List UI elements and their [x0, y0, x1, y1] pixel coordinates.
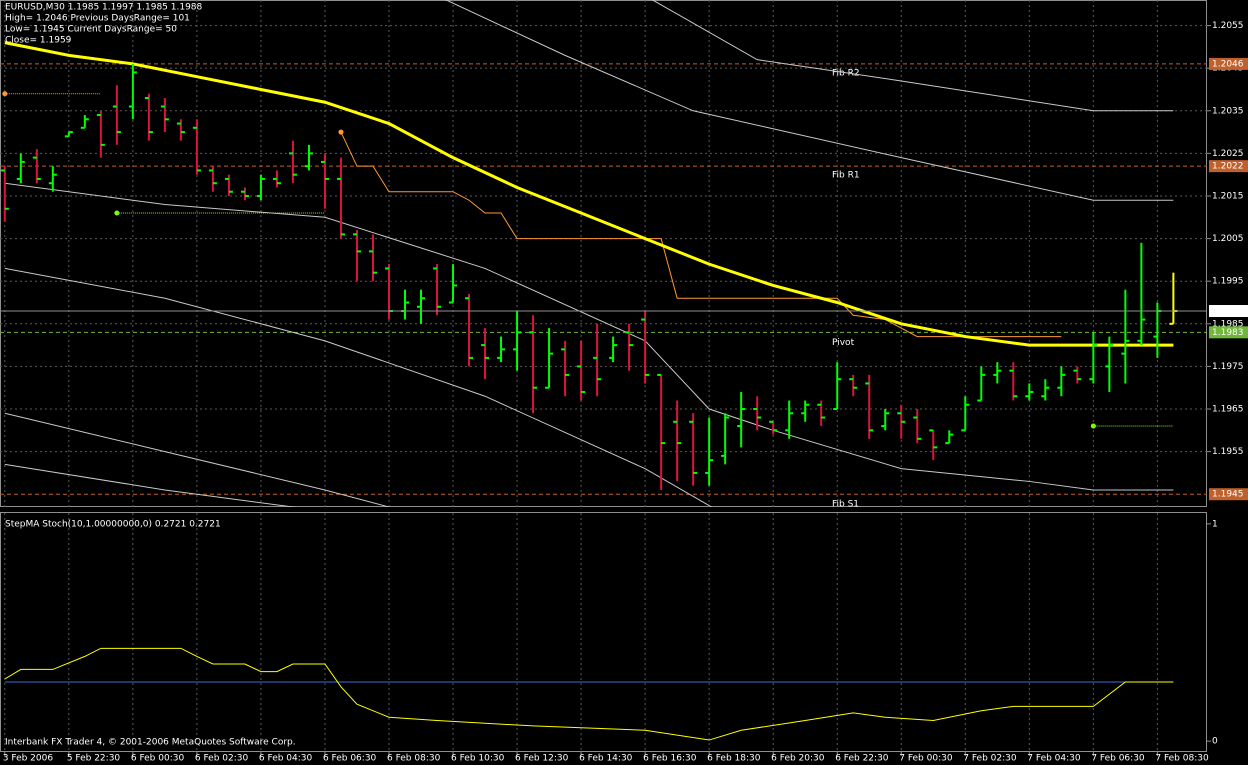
x-tick-label: 6 Feb 18:30 — [707, 754, 761, 764]
x-tick-label: 7 Feb 06:30 — [1091, 754, 1145, 764]
x-tick-label: 5 Feb 22:30 — [67, 754, 121, 764]
level-tag — [1209, 160, 1248, 173]
x-tick-label: 3 Feb 2006 — [3, 754, 54, 764]
price-tag-label: 1.1988 — [1212, 307, 1244, 317]
indicator-line — [4, 412, 391, 507]
x-tick-label: 7 Feb 04:30 — [1027, 754, 1081, 764]
header-line: Low= 1.1945 Current DaysRange= 50 — [5, 25, 177, 35]
level-tag — [1209, 488, 1248, 501]
y-tick-label: 1.1985 — [1212, 319, 1244, 329]
sub-title: StepMA Stoch(10,1.00000000,0) 0.2721 0.2… — [5, 520, 221, 530]
level-tag-label: 1.1983 — [1212, 328, 1244, 338]
step-start — [338, 129, 344, 135]
x-tick-label: 6 Feb 00:30 — [131, 754, 185, 764]
y-tick-label: 1.2055 — [1212, 21, 1244, 31]
main-plot: Fib R2 Fib R1 Pivot Fib S1 — [0, 0, 1207, 510]
x-tick-label: 6 Feb 22:30 — [835, 754, 889, 764]
stoch-line — [4, 647, 1174, 741]
price-tag — [1209, 305, 1248, 318]
x-tick-label: 7 Feb 08:30 — [1155, 754, 1209, 764]
level-label: Fib R1 — [832, 171, 860, 181]
y-tick-label: 0 — [1212, 737, 1218, 747]
segment-start — [114, 210, 120, 216]
x-tick-label: 6 Feb 10:30 — [451, 754, 505, 764]
x-tick-label: 6 Feb 16:30 — [643, 754, 697, 764]
segment-start — [2, 91, 8, 97]
y-tick-label: 1.2025 — [1212, 149, 1244, 159]
footer: Interbank FX Trader 4, © 2001-2006 MetaQ… — [5, 738, 296, 748]
header-line: Close= 1.1959 — [5, 36, 72, 46]
indicator-line — [4, 41, 1174, 347]
y-tick-label: 1.2015 — [1212, 191, 1244, 201]
x-tick-label: 6 Feb 04:30 — [259, 754, 313, 764]
level-label: Fib S1 — [832, 500, 859, 510]
header-line: EURUSD,M30 1.1985 1.1997 1.1985 1.1988 — [5, 3, 203, 13]
x-tick-label: 7 Feb 02:30 — [963, 754, 1017, 764]
y-tick-label: 1.2035 — [1212, 106, 1244, 116]
x-tick-label: 7 Feb 00:30 — [899, 754, 953, 764]
level-label: Pivot — [832, 338, 855, 348]
header-line: High= 1.2046 Previous DaysRange= 101 — [5, 14, 190, 24]
sub-frame — [0, 512, 1207, 752]
level-tag-label: 1.2022 — [1212, 162, 1244, 172]
y-tick-label: 1 — [1212, 519, 1218, 529]
indicator-line — [651, 0, 1174, 112]
y-tick-label: 1.1955 — [1212, 447, 1244, 457]
y-tick-label: 1.1975 — [1212, 362, 1244, 372]
level-tag-label: 1.1945 — [1212, 490, 1244, 500]
y-tick-label: 1.1995 — [1212, 277, 1244, 287]
y-tick-label: 1.1965 — [1212, 405, 1244, 415]
x-tick-label: 6 Feb 06:30 — [323, 754, 377, 764]
segment-start — [1090, 423, 1096, 429]
indicator-line — [444, 0, 1174, 201]
x-tick-label: 6 Feb 02:30 — [195, 754, 249, 764]
sub-plot — [4, 513, 1174, 752]
level-tag — [1209, 57, 1248, 70]
x-tick-label: 6 Feb 20:30 — [771, 754, 825, 764]
main-frame — [0, 0, 1207, 507]
indicator-line — [340, 131, 1062, 338]
level-label: Fib R2 — [832, 68, 860, 78]
y-tick-label: 1.2005 — [1212, 234, 1244, 244]
level-tag-label: 1.2046 — [1212, 59, 1244, 69]
x-tick-label: 6 Feb 08:30 — [387, 754, 441, 764]
level-tag — [1209, 326, 1248, 339]
x-tick-label: 6 Feb 14:30 — [579, 754, 633, 764]
overlay: 1.20551.20451.20351.20251.20151.20051.19… — [3, 3, 1248, 764]
indicator-line — [4, 463, 297, 507]
x-tick-label: 6 Feb 12:30 — [515, 754, 569, 764]
